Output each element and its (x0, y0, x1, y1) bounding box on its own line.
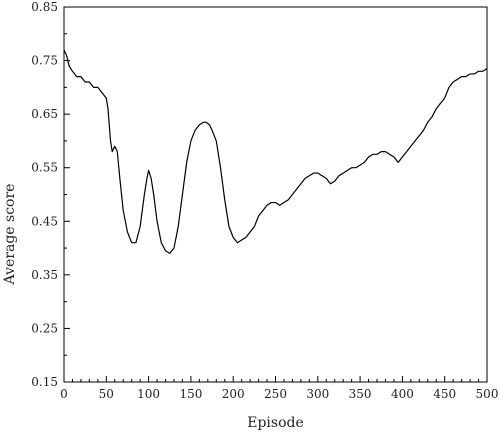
y-tick-label: 0.45 (31, 214, 58, 228)
plot-frame (63, 6, 488, 383)
x-tick-label: 500 (476, 387, 499, 401)
x-axis-title: Episode (247, 415, 304, 431)
x-tick-label: 150 (179, 387, 202, 401)
y-tick-label: 0.55 (31, 161, 58, 175)
y-tick-label: 0.65 (31, 107, 58, 121)
x-tick-label: 300 (306, 387, 329, 401)
x-tick-label: 250 (264, 387, 287, 401)
x-tick-label: 350 (349, 387, 372, 401)
x-tick-label: 0 (60, 387, 68, 401)
x-tick-label: 50 (99, 387, 114, 401)
x-tick-label: 450 (433, 387, 456, 401)
x-tick-label: 200 (222, 387, 245, 401)
series-line (63, 49, 488, 255)
y-tick-label: 0.85 (31, 0, 58, 14)
y-axis-title: Average score (2, 184, 18, 286)
y-tick-label: 0.25 (31, 321, 58, 335)
x-tick-label: 400 (391, 387, 414, 401)
y-tick-label: 0.35 (31, 268, 58, 282)
y-tick-label: 0.75 (31, 54, 58, 68)
y-tick-label: 0.15 (31, 375, 58, 389)
x-tick-label: 100 (137, 387, 160, 401)
